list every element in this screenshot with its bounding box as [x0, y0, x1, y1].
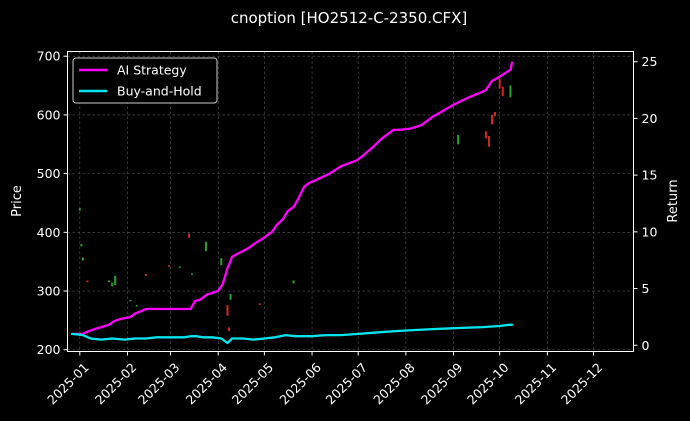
candle-7	[129, 299, 132, 302]
candle-19	[258, 303, 261, 305]
candle-1	[80, 244, 83, 247]
legend-label-bh: Buy-and-Hold	[117, 84, 202, 99]
chart-title: cnoption [HO2512-C-2350.CFX]	[231, 9, 468, 27]
candle-12	[188, 233, 191, 238]
y2-tick-label-0: 0	[642, 338, 650, 353]
candle-2	[81, 257, 84, 261]
candle-24	[491, 114, 493, 125]
series-lines	[70, 61, 514, 345]
candlesticks	[78, 79, 512, 331]
candle-25	[494, 111, 497, 117]
candle-21	[457, 134, 460, 145]
candle-28	[509, 85, 512, 98]
candle-26	[498, 79, 501, 89]
candle-27	[501, 86, 504, 97]
y2-tick-label-5: 25	[642, 54, 658, 69]
y-tick-label-2: 400	[37, 225, 61, 240]
candle-10	[168, 265, 171, 267]
y-tick-label-4: 600	[37, 107, 61, 122]
y2-tick-label-2: 10	[642, 224, 658, 239]
y-tick-label-3: 500	[37, 166, 61, 181]
legend-box	[72, 57, 218, 104]
y2-axis-label: Return	[666, 179, 681, 222]
candle-6	[114, 275, 117, 286]
series-line-ai-strategy	[70, 61, 514, 336]
y2-tick-label-3: 15	[642, 168, 658, 183]
candle-18	[229, 293, 232, 300]
candle-8	[135, 305, 138, 307]
legend: AI Strategy Buy-and-Hold	[72, 57, 218, 104]
candle-22	[484, 131, 487, 139]
plot-frame	[67, 51, 634, 352]
candle-20	[292, 280, 295, 284]
candle-13	[191, 273, 194, 275]
candle-3	[86, 280, 89, 283]
y-tick-label-5: 700	[37, 49, 61, 64]
series-line-buy-and-hold	[70, 323, 514, 345]
candle-16	[226, 305, 229, 316]
candle-0	[78, 208, 81, 211]
candle-4	[108, 280, 111, 283]
candle-17	[227, 327, 230, 331]
candle-14	[204, 241, 207, 252]
candle-15	[220, 258, 223, 266]
candle-5	[111, 282, 114, 287]
y2-tick-label-1: 5	[642, 281, 650, 296]
y-axis-label: Price	[10, 185, 25, 217]
y-axis-right: 0 5 10 15 20 25	[633, 54, 658, 353]
y-tick-label-0: 200	[37, 342, 61, 357]
candle-11	[178, 266, 181, 268]
candle-23	[487, 136, 490, 147]
legend-label-ai: AI Strategy	[117, 63, 187, 78]
candle-9	[144, 274, 147, 276]
y-axis-left: 200 300 400 500 600 700	[37, 49, 68, 357]
y2-tick-label-4: 20	[642, 111, 658, 126]
y-tick-label-1: 300	[37, 284, 61, 299]
